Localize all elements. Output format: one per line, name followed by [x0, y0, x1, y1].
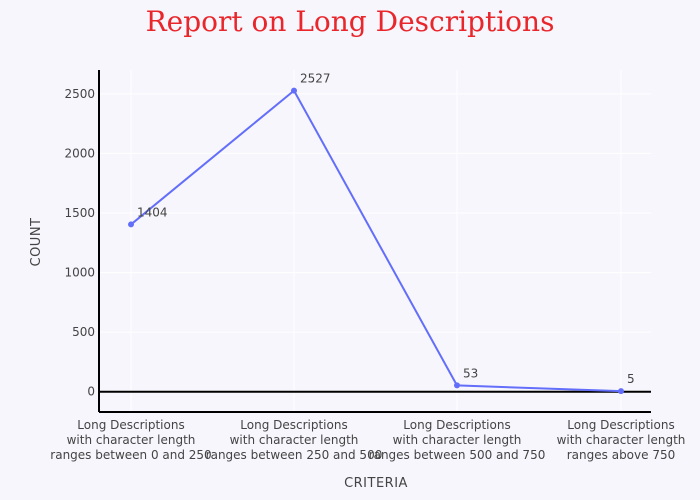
data-point [128, 221, 134, 228]
x-tick-label: Long Descriptions with character length ra… [557, 418, 686, 462]
y-tick-label: 0 [87, 385, 95, 399]
gridlines [99, 70, 651, 412]
tick-labels: 0 500 1000 1500 2000 2500 Long Descriptions wit… [50, 87, 685, 462]
series-line-path [130, 89, 622, 393]
x-axis-title: CRITERIA [344, 476, 408, 491]
data-label: 53 [463, 366, 478, 380]
y-tick-label: 1000 [64, 266, 95, 280]
axes [98, 70, 651, 413]
data-point [618, 388, 624, 395]
y-tick-label: 500 [72, 325, 95, 339]
series-line [128, 87, 624, 395]
chart-title: Report on Long Descriptions [146, 5, 555, 38]
x-tick-label: Long Descriptions with character length ra… [369, 418, 546, 462]
data-labels: 1404 2527 53 5 [137, 72, 635, 387]
data-label: 5 [627, 372, 635, 386]
data-point [291, 87, 297, 94]
data-label: 2527 [300, 72, 331, 86]
x-tick-label: Long Descriptions with character length ra… [206, 418, 383, 462]
y-tick-label: 2000 [64, 146, 95, 160]
y-tick-label: 1500 [64, 206, 95, 220]
y-tick-label: 2500 [64, 87, 95, 101]
data-point [454, 382, 460, 389]
y-axis-title: COUNT [29, 218, 44, 267]
data-label: 1404 [137, 205, 168, 219]
x-tick-label: Long Descriptions with character length ra… [50, 418, 211, 462]
